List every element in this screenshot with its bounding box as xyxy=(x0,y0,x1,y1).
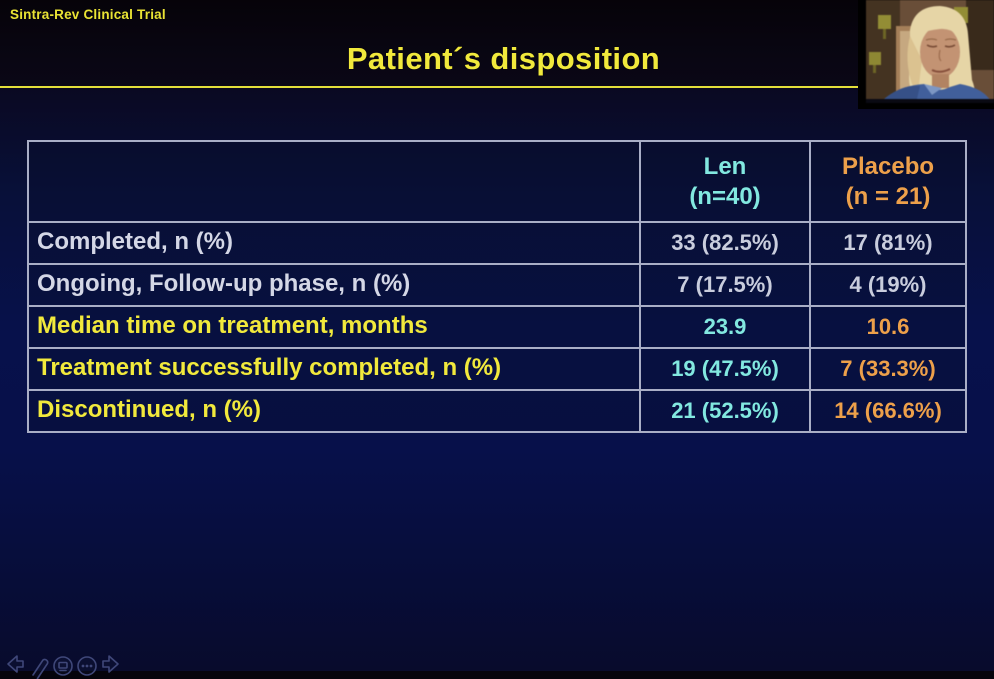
placebo-line1: Placebo xyxy=(841,152,935,180)
column-header-len: Len (n=40) xyxy=(639,140,811,223)
table-row: Ongoing, Follow-up phase, n (%) 7 (17.5%… xyxy=(27,263,967,307)
empty-corner-cell xyxy=(27,140,641,223)
len-line1: Len xyxy=(703,152,747,180)
table-row: Treatment successfully completed, n (%) … xyxy=(27,347,967,391)
previous-slide-button[interactable] xyxy=(4,653,26,679)
placebo-line2: (n = 21) xyxy=(845,182,931,210)
placebo-value: 10.6 xyxy=(809,305,967,349)
row-label: Treatment successfully completed, n (%) xyxy=(27,347,641,391)
trial-name-label: Sintra-Rev Clinical Trial xyxy=(10,7,166,22)
more-options-button[interactable] xyxy=(76,653,98,679)
row-label: Median time on treatment, months xyxy=(27,305,641,349)
len-line2: (n=40) xyxy=(689,182,761,210)
table-row: Completed, n (%) 33 (82.5%) 17 (81%) xyxy=(27,221,967,265)
row-label: Ongoing, Follow-up phase, n (%) xyxy=(27,263,641,307)
more-options-icon xyxy=(77,656,97,676)
next-slide-button[interactable] xyxy=(100,653,122,679)
table-row: Median time on treatment, months 23.9 10… xyxy=(27,305,967,349)
row-label: Discontinued, n (%) xyxy=(27,389,641,433)
pen-tool-button[interactable] xyxy=(28,653,50,679)
page-title: Patient´s disposition xyxy=(346,41,661,76)
len-value: 23.9 xyxy=(639,305,811,349)
pen-icon xyxy=(32,658,49,679)
placebo-value: 7 (33.3%) xyxy=(809,347,967,391)
placebo-value: 4 (19%) xyxy=(809,263,967,307)
len-value: 7 (17.5%) xyxy=(639,263,811,307)
len-value: 21 (52.5%) xyxy=(639,389,811,433)
table-row: Discontinued, n (%) 21 (52.5%) 14 (66.6%… xyxy=(27,389,967,433)
presenter-video-frame xyxy=(866,0,994,103)
show-slide-button[interactable] xyxy=(52,653,74,679)
slide-body: Len (n=40) Placebo (n = 21) Completed, n… xyxy=(0,88,994,671)
len-value: 19 (47.5%) xyxy=(639,347,811,391)
placebo-value: 14 (66.6%) xyxy=(809,389,967,433)
presentation-toolbar xyxy=(4,653,122,679)
patient-disposition-table: Len (n=40) Placebo (n = 21) Completed, n… xyxy=(27,140,967,433)
previous-slide-icon xyxy=(7,655,24,673)
show-slide-icon xyxy=(53,656,73,676)
next-slide-icon xyxy=(102,655,119,673)
placebo-value: 17 (81%) xyxy=(809,221,967,265)
slide-header: Sintra-Rev Clinical Trial Patient´s disp… xyxy=(0,0,994,88)
len-value: 33 (82.5%) xyxy=(639,221,811,265)
column-header-placebo: Placebo (n = 21) xyxy=(809,140,967,223)
presenter-webcam[interactable] xyxy=(858,0,994,109)
row-label: Completed, n (%) xyxy=(27,221,641,265)
table-header-row: Len (n=40) Placebo (n = 21) xyxy=(27,140,967,223)
